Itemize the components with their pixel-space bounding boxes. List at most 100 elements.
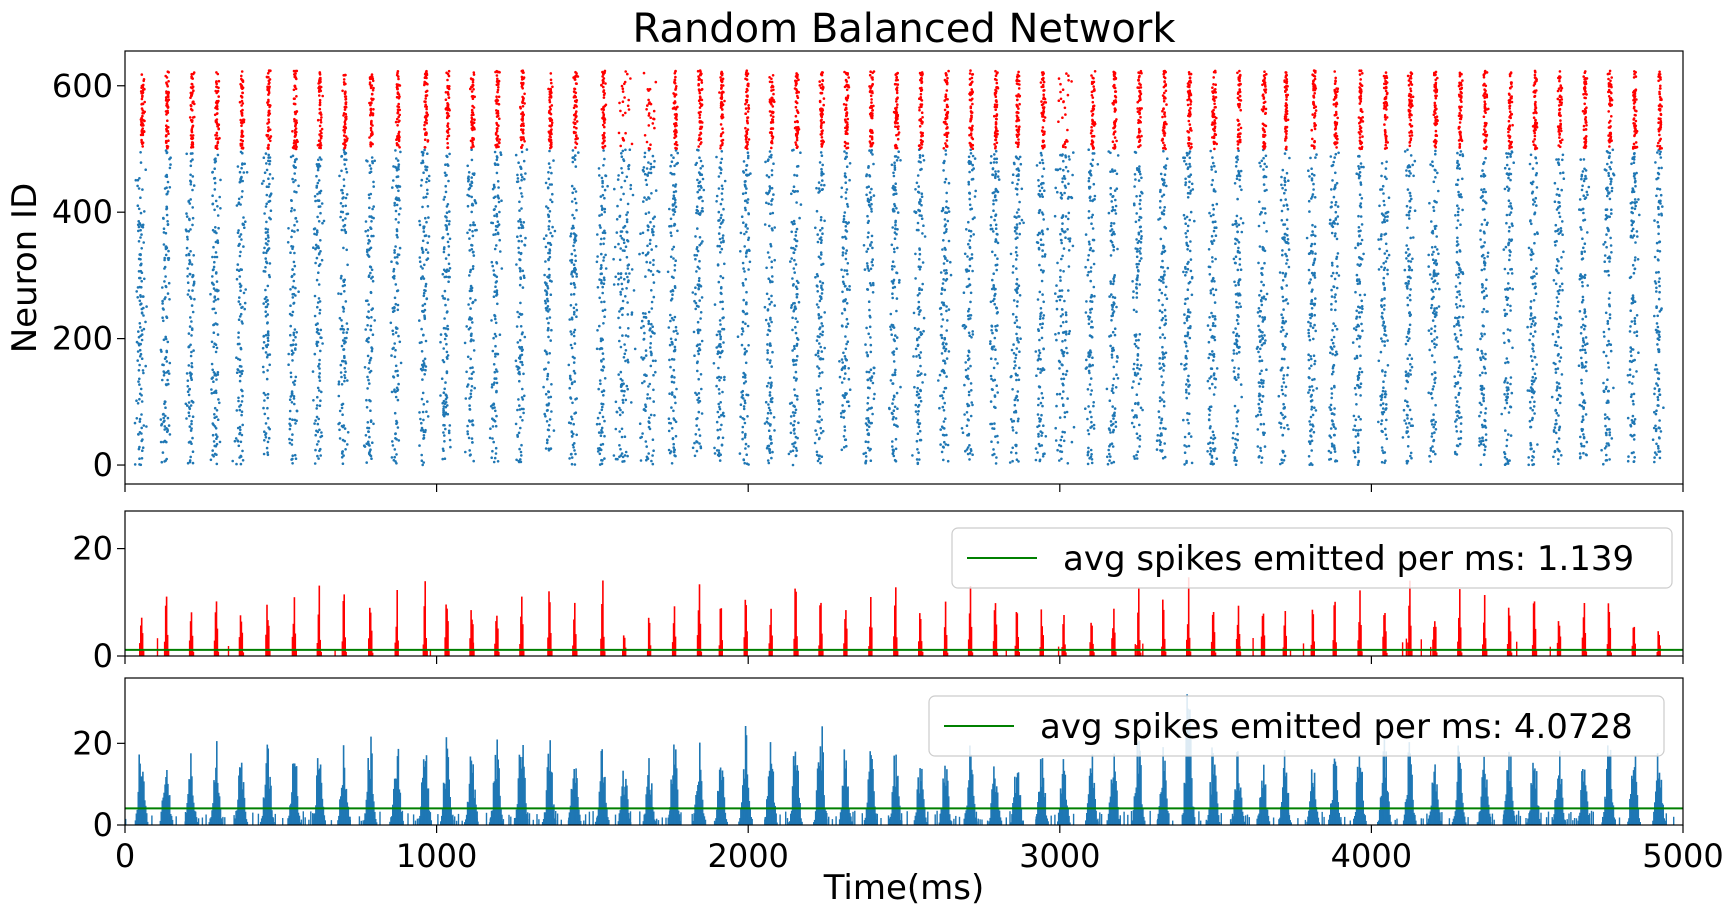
excitatory-spike [543,412,546,416]
inhibitory-spike [495,129,499,133]
excitatory-spike [393,251,396,254]
excitatory-spike [169,156,172,159]
excitatory-spike [602,322,605,325]
excitatory-spike [696,349,700,353]
inhibitory-spike [267,93,270,96]
inhibitory-spike [747,104,750,107]
excitatory-spike [642,166,646,169]
excitatory-spike [623,343,626,346]
excitatory-spike [695,449,699,453]
excitatory-spike [771,450,774,454]
excitatory-spike [164,296,167,299]
excitatory-spike [844,372,847,375]
excitatory-spike [295,220,299,223]
excitatory-spike [191,216,195,220]
excitatory-spike [423,263,426,267]
excitatory-spike [191,275,194,279]
excitatory-spike [698,180,702,184]
excitatory-spike [493,332,497,336]
excitatory-spike [495,370,499,373]
excitatory-spike [371,279,375,283]
inhibitory-spike [167,98,171,101]
excitatory-spike [264,315,268,318]
excitatory-spike [292,260,296,264]
inhibitory-spike [699,96,702,100]
excitatory-spike [674,338,677,342]
excitatory-spike [264,288,267,292]
excitatory-spike [646,244,649,248]
excitatory-spike [264,310,268,314]
excitatory-spike [570,332,573,336]
excitatory-spike [446,164,450,167]
excitatory-spike [366,421,370,424]
excitatory-spike [619,293,623,296]
excitatory-spike [598,347,602,351]
excitatory-spike [624,334,628,337]
excitatory-spike [423,357,427,361]
excitatory-spike [815,339,819,342]
excitatory-spike [318,312,322,315]
excitatory-spike [603,196,606,200]
excitatory-spike [796,398,799,401]
excitatory-spike [742,381,746,385]
inhibitory-spike [602,80,605,83]
excitatory-spike [551,192,554,196]
excitatory-spike [446,327,450,331]
excitatory-spike [622,356,626,359]
excitatory-spike [820,350,824,353]
excitatory-spike [841,361,844,364]
excitatory-spike [715,194,719,198]
excitatory-spike [741,281,745,285]
excitatory-spike [418,411,421,414]
inhibitory-spike [495,109,498,112]
inhibitory-spike [719,144,723,147]
excitatory-spike [393,204,397,207]
excitatory-spike [341,438,345,442]
excitatory-spike [519,269,522,273]
excitatory-spike [612,257,615,261]
excitatory-spike [816,290,819,293]
excitatory-spike [318,372,322,375]
excitatory-spike [668,207,671,211]
excitatory-spike [165,350,169,354]
excitatory-spike [346,263,349,267]
excitatory-spike [340,274,343,278]
excitatory-spike [552,429,556,432]
inhibitory-spike [344,105,348,109]
excitatory-spike [716,263,720,266]
excitatory-spike [395,386,399,390]
inhibitory-spike [574,91,578,95]
excitatory-spike [792,445,796,448]
excitatory-spike [396,175,400,178]
inhibitory-spike [495,74,499,77]
excitatory-spike [767,406,771,410]
excitatory-spike [744,434,747,437]
excitatory-spike [520,207,523,210]
excitatory-spike [140,329,144,332]
inhibitory-spike [673,95,677,98]
excitatory-spike [626,275,629,279]
excitatory-spike [521,226,525,229]
inhibitory-spike [674,146,677,150]
excitatory-spike [547,390,551,394]
excitatory-spike [189,164,193,168]
excitatory-spike [744,180,747,183]
excitatory-spike [266,353,270,357]
excitatory-spike [293,273,296,276]
excitatory-spike [366,375,369,379]
excitatory-spike [647,319,650,323]
excitatory-spike [818,342,821,345]
excitatory-spike [520,223,523,226]
excitatory-spike [721,436,725,440]
excitatory-spike [470,243,473,247]
excitatory-spike [746,156,750,160]
excitatory-spike [548,418,552,421]
excitatory-spike [520,345,524,349]
excitatory-spike [648,382,652,386]
excitatory-spike [651,325,654,329]
excitatory-spike [216,371,220,374]
excitatory-spike [672,156,675,159]
excitatory-spike [313,352,317,356]
excitatory-spike [138,463,141,466]
excitatory-spike [240,370,243,373]
